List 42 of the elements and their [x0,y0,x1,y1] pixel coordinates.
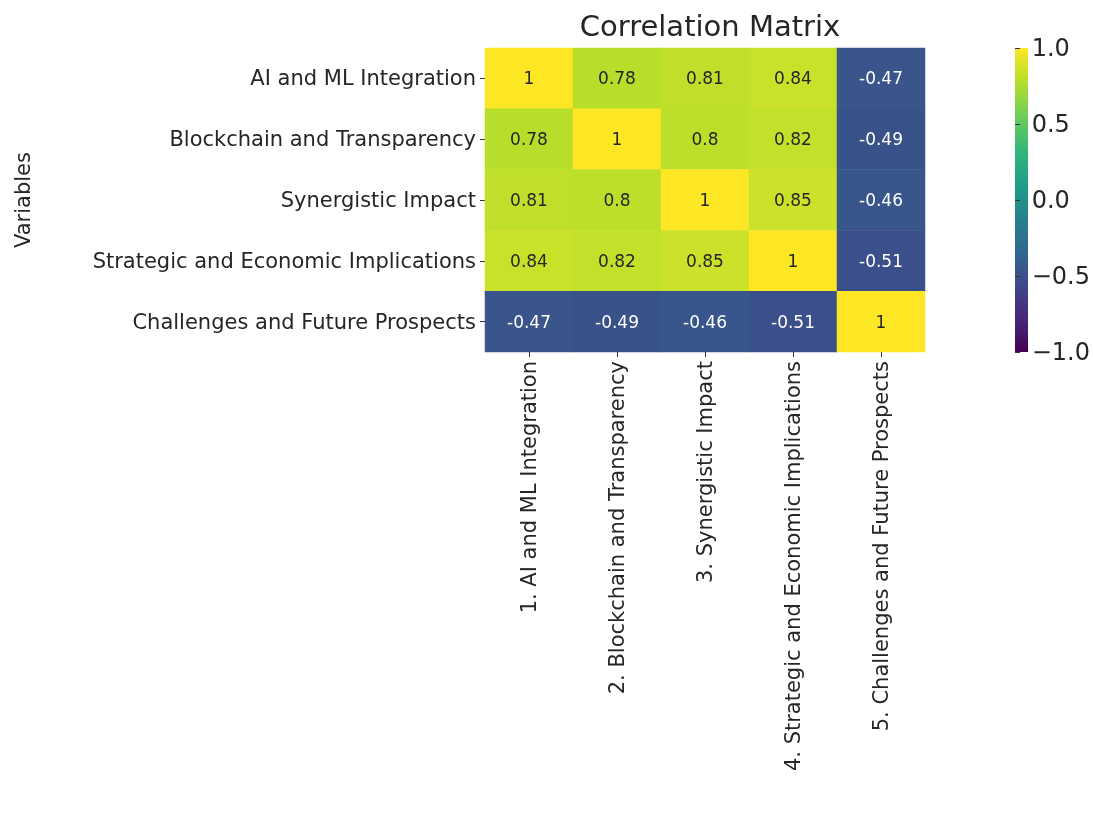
x-tick-label: 1. AI and ML Integration [517,361,541,614]
data-label: -0.51 [771,311,815,332]
color-bar-label: −1.0 [1031,338,1090,366]
y-tick-label: Synergistic Impact [280,188,476,212]
data-label: 0.8 [603,190,631,210]
data-label: -0.47 [859,68,903,89]
data-label: 0.78 [510,129,548,150]
color-bar-label: 1.0 [1031,34,1070,62]
data-label: 1 [611,129,623,150]
x-tick-label: 4. Strategic and Economic Implications [781,361,805,772]
y-axis-title: Variables [10,152,35,248]
data-label: 0.82 [774,129,812,150]
data-label: -0.49 [595,311,639,332]
data-label: -0.51 [859,250,903,271]
data-label: 0.82 [598,250,636,271]
data-label: 1 [875,311,887,332]
chart-title: Correlation Matrix [579,8,841,43]
data-label: 1 [787,250,799,271]
color-bar-label: 0.5 [1031,110,1070,138]
data-label: -0.47 [507,311,551,332]
data-label: 0.81 [686,68,724,89]
x-tick-label: 2. Blockchain and Transparency [605,361,629,695]
data-label: 0.84 [774,68,812,89]
x-tick-label: 3. Synergistic Impact [693,361,717,583]
data-label: 0.85 [686,250,724,271]
y-tick-label: AI and ML Integration [250,66,476,91]
data-label: 0.81 [510,190,548,210]
data-label: -0.46 [859,190,903,210]
data-label: 1 [523,68,535,89]
y-tick-label: Strategic and Economic Implications [92,248,476,273]
data-label: 0.78 [598,68,636,89]
data-label: 1 [699,190,711,210]
data-label: 0.8 [691,129,719,150]
data-label: 0.85 [774,190,812,210]
data-label: -0.49 [859,129,903,150]
x-tick-label: 5. Challenges and Future Prospects [869,361,893,732]
y-tick-label: Blockchain and Transparency [169,127,476,152]
color-bar-label: −0.5 [1031,262,1090,290]
data-label: -0.46 [683,311,727,332]
y-tick-label: Challenges and Future Prospects [132,309,476,334]
data-label: 0.84 [510,250,548,271]
color-bar-label: 0.0 [1031,186,1070,214]
